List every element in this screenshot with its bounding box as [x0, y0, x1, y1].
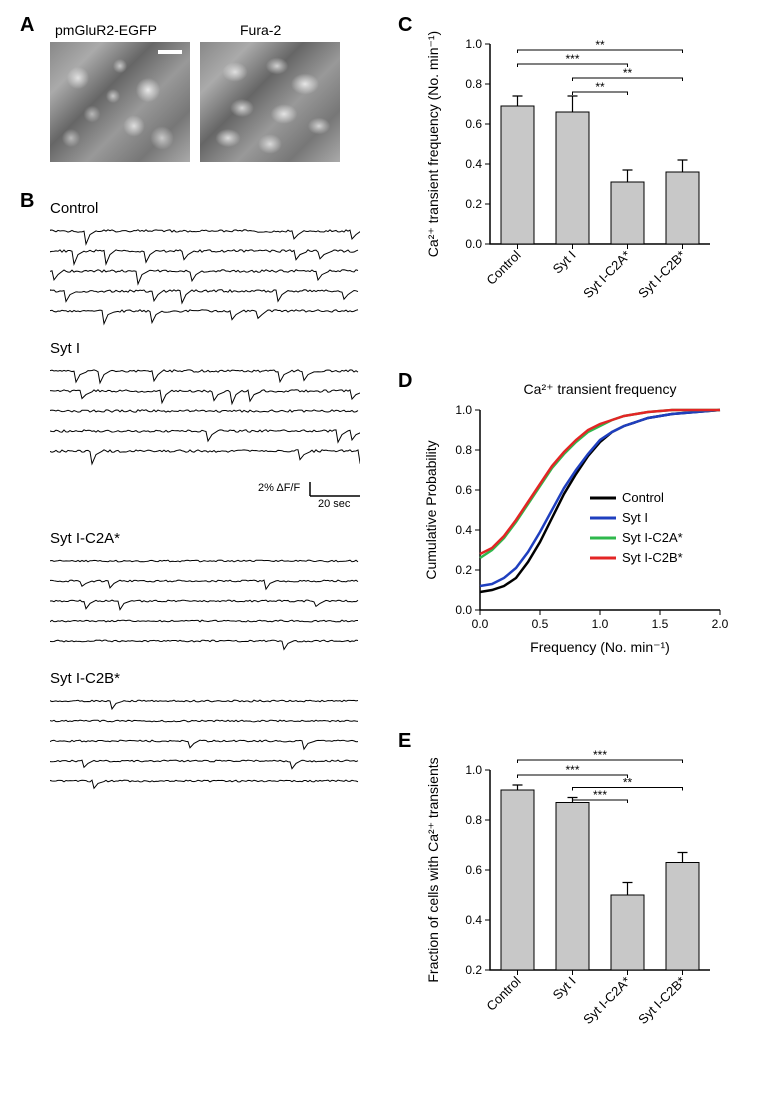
svg-text:Syt I-C2A*: Syt I-C2A*	[580, 974, 634, 1028]
svg-text:0.0: 0.0	[472, 617, 489, 631]
trace-group-syt1: Syt I	[50, 340, 360, 471]
panel-label-c: C	[398, 14, 412, 37]
svg-text:0.8: 0.8	[455, 443, 472, 457]
svg-text:0.6: 0.6	[465, 863, 482, 877]
svg-text:0.4: 0.4	[465, 913, 482, 927]
svg-text:**: **	[623, 66, 633, 80]
svg-text:Syt I: Syt I	[550, 248, 579, 277]
trace-group-c2a: Syt I-C2A*	[50, 530, 360, 661]
svg-text:0.8: 0.8	[465, 813, 482, 827]
scale-bar	[158, 50, 182, 54]
svg-text:0.8: 0.8	[465, 77, 482, 91]
bar-chart-c: 0.0 0.2 0.4 0.6 0.8 1.0 Control Syt ISyt I-C2A*…	[420, 24, 750, 344]
svg-text:Syt I-C2B*: Syt I-C2B*	[635, 974, 689, 1028]
svg-text:0.4: 0.4	[465, 157, 482, 171]
svg-text:0.2: 0.2	[465, 963, 482, 977]
scale-y-label: 2% ΔF/F	[258, 482, 300, 494]
svg-text:Syt I-C2A*: Syt I-C2A*	[580, 248, 634, 302]
bar-chart-e: 0.2 0.4 0.6 0.8 1.0 Control Syt ISyt I-C2A*Syt…	[420, 740, 750, 1080]
svg-text:0.2: 0.2	[455, 563, 472, 577]
svg-text:Syt I: Syt I	[550, 974, 579, 1003]
trace-title: Control	[50, 200, 360, 217]
trace-group-c2b: Syt I-C2B*	[50, 670, 360, 801]
panel-label-b: B	[20, 190, 34, 213]
trace-group-control: Control	[50, 200, 360, 331]
svg-text:0.2: 0.2	[465, 197, 482, 211]
svg-text:***: ***	[565, 763, 579, 777]
svg-text:Control: Control	[483, 247, 523, 287]
traces-c2b	[50, 691, 360, 801]
panel-a-img2-label: Fura-2	[240, 22, 281, 38]
svg-text:***: ***	[593, 788, 607, 802]
svg-text:Syt I: Syt I	[622, 510, 648, 525]
scale-x-label: 20 sec	[318, 498, 350, 510]
svg-text:1.0: 1.0	[455, 403, 472, 417]
svg-text:**: **	[595, 80, 605, 94]
svg-text:**: **	[595, 38, 605, 52]
microscopy-image-egfp	[50, 42, 190, 162]
svg-text:Cumulative Probability: Cumulative Probability	[423, 440, 439, 579]
svg-text:2.0: 2.0	[712, 617, 729, 631]
trace-title: Syt I-C2A*	[50, 530, 360, 547]
svg-text:0.0: 0.0	[455, 603, 472, 617]
panel-label-d: D	[398, 370, 412, 393]
panel-label-a: A	[20, 14, 34, 37]
svg-text:Control: Control	[622, 490, 664, 505]
svg-text:Syt I-C2B*: Syt I-C2B*	[622, 550, 683, 565]
trace-title: Syt I-C2B*	[50, 670, 360, 687]
svg-text:0.6: 0.6	[455, 483, 472, 497]
traces-control	[50, 221, 360, 331]
svg-text:1.0: 1.0	[592, 617, 609, 631]
traces-syt1	[50, 361, 360, 471]
trace-title: Syt I	[50, 340, 360, 357]
svg-text:1.0: 1.0	[465, 37, 482, 51]
svg-text:Frequency (No. min⁻¹): Frequency (No. min⁻¹)	[530, 639, 670, 655]
svg-text:Ca²⁺ transient frequency (No.: Ca²⁺ transient frequency (No. min⁻¹)	[425, 31, 441, 257]
svg-text:Syt I-C2B*: Syt I-C2B*	[635, 248, 689, 302]
line-chart-d: Ca²⁺ transient frequency 0.0 0.2 0.4 0.6 0.8 1…	[420, 380, 750, 700]
svg-text:0.0: 0.0	[465, 237, 482, 251]
svg-text:0.4: 0.4	[455, 523, 472, 537]
svg-text:***: ***	[565, 52, 579, 66]
svg-text:Control: Control	[483, 973, 523, 1013]
svg-text:1.5: 1.5	[652, 617, 669, 631]
microscopy-image-fura2	[200, 42, 340, 162]
svg-text:1.0: 1.0	[465, 763, 482, 777]
svg-text:Ca²⁺ transient frequency: Ca²⁺ transient frequency	[524, 381, 677, 397]
svg-text:***: ***	[593, 748, 607, 762]
traces-c2a	[50, 551, 360, 661]
svg-text:0.6: 0.6	[465, 117, 482, 131]
panel-label-e: E	[398, 730, 411, 753]
trace-scale-bars: 2% ΔF/F 20 sec	[260, 480, 370, 513]
svg-text:**: **	[623, 776, 633, 790]
svg-text:Fraction of cells with Ca²⁺ tr: Fraction of cells with Ca²⁺ transients	[425, 757, 441, 982]
panel-a-img1-label: pmGluR2-EGFP	[55, 22, 157, 38]
svg-text:Syt I-C2A*: Syt I-C2A*	[622, 530, 683, 545]
svg-text:0.5: 0.5	[532, 617, 549, 631]
